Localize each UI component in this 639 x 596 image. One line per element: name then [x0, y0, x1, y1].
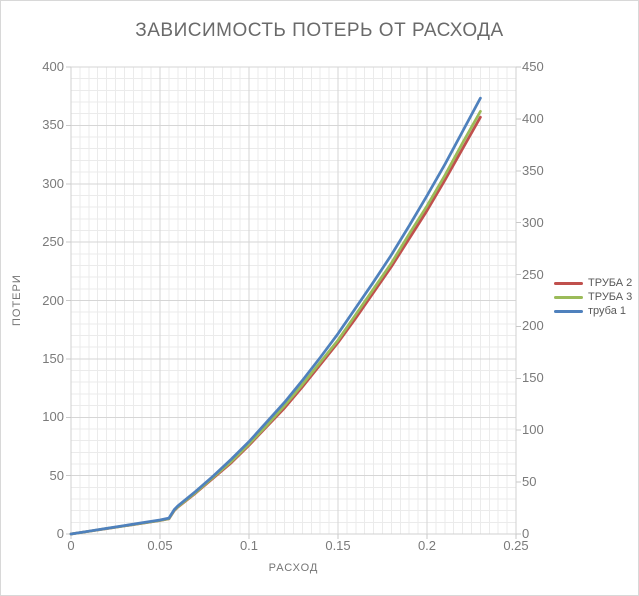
y-right-tick-label: 100: [522, 422, 544, 438]
y-right-tick-label: 450: [522, 59, 544, 74]
y-left-tick-label: 400: [42, 59, 64, 74]
legend-item-2: труба 1: [554, 304, 632, 318]
legend-item-1: ТРУБА 3: [554, 290, 632, 304]
x-tick-label: 0.05: [147, 538, 173, 553]
legend-item-0: ТРУБА 2: [554, 276, 632, 290]
y-left-tick-label: 200: [42, 292, 64, 308]
y-left-tick-label: 150: [42, 350, 64, 366]
x-tick-label: 0.15: [325, 538, 351, 553]
legend: ТРУБА 2 ТРУБА 3 труба 1: [554, 276, 632, 318]
y-right-tick-label: 200: [522, 318, 544, 334]
y-left-tick-label: 100: [42, 409, 64, 425]
x-tick-label: 0: [67, 538, 75, 553]
legend-swatch-icon: [554, 309, 583, 313]
y-left-tick-label: 50: [49, 467, 64, 483]
legend-label: ТРУБА 3: [588, 291, 633, 303]
y-left-tick-label: 0: [56, 526, 64, 541]
legend-swatch-icon: [554, 281, 583, 285]
y-right-tick-label: 350: [522, 162, 544, 178]
y-right-tick-label: 300: [522, 214, 544, 230]
plot-canvas: [66, 66, 521, 539]
x-tick-label: 0.2: [417, 538, 437, 553]
x-tick-label: 0.1: [239, 538, 259, 553]
series-line-2: [69, 96, 482, 536]
y-right-tick-label: 400: [522, 110, 544, 126]
x-tick-label: 0.25: [503, 538, 529, 553]
x-axis-title: РАСХОД: [268, 562, 319, 574]
y-left-tick-label: 350: [42, 117, 64, 133]
y-right-tick-label: 0: [522, 526, 530, 541]
y-right-tick-label: 150: [522, 370, 544, 386]
y-left-tick-label: 250: [42, 234, 64, 250]
chart-title: ЗАВИСИМОСТЬ ПОТЕРЬ ОТ РАСХОДА: [135, 20, 504, 41]
legend-label: ТРУБА 2: [588, 277, 633, 289]
plot-area: [66, 66, 521, 539]
y-left-tick-label: 300: [42, 175, 64, 191]
y-right-tick-label: 50: [522, 474, 537, 490]
legend-label: труба 1: [588, 305, 626, 317]
y-right-tick-label: 250: [522, 266, 544, 282]
legend-swatch-icon: [554, 295, 583, 299]
